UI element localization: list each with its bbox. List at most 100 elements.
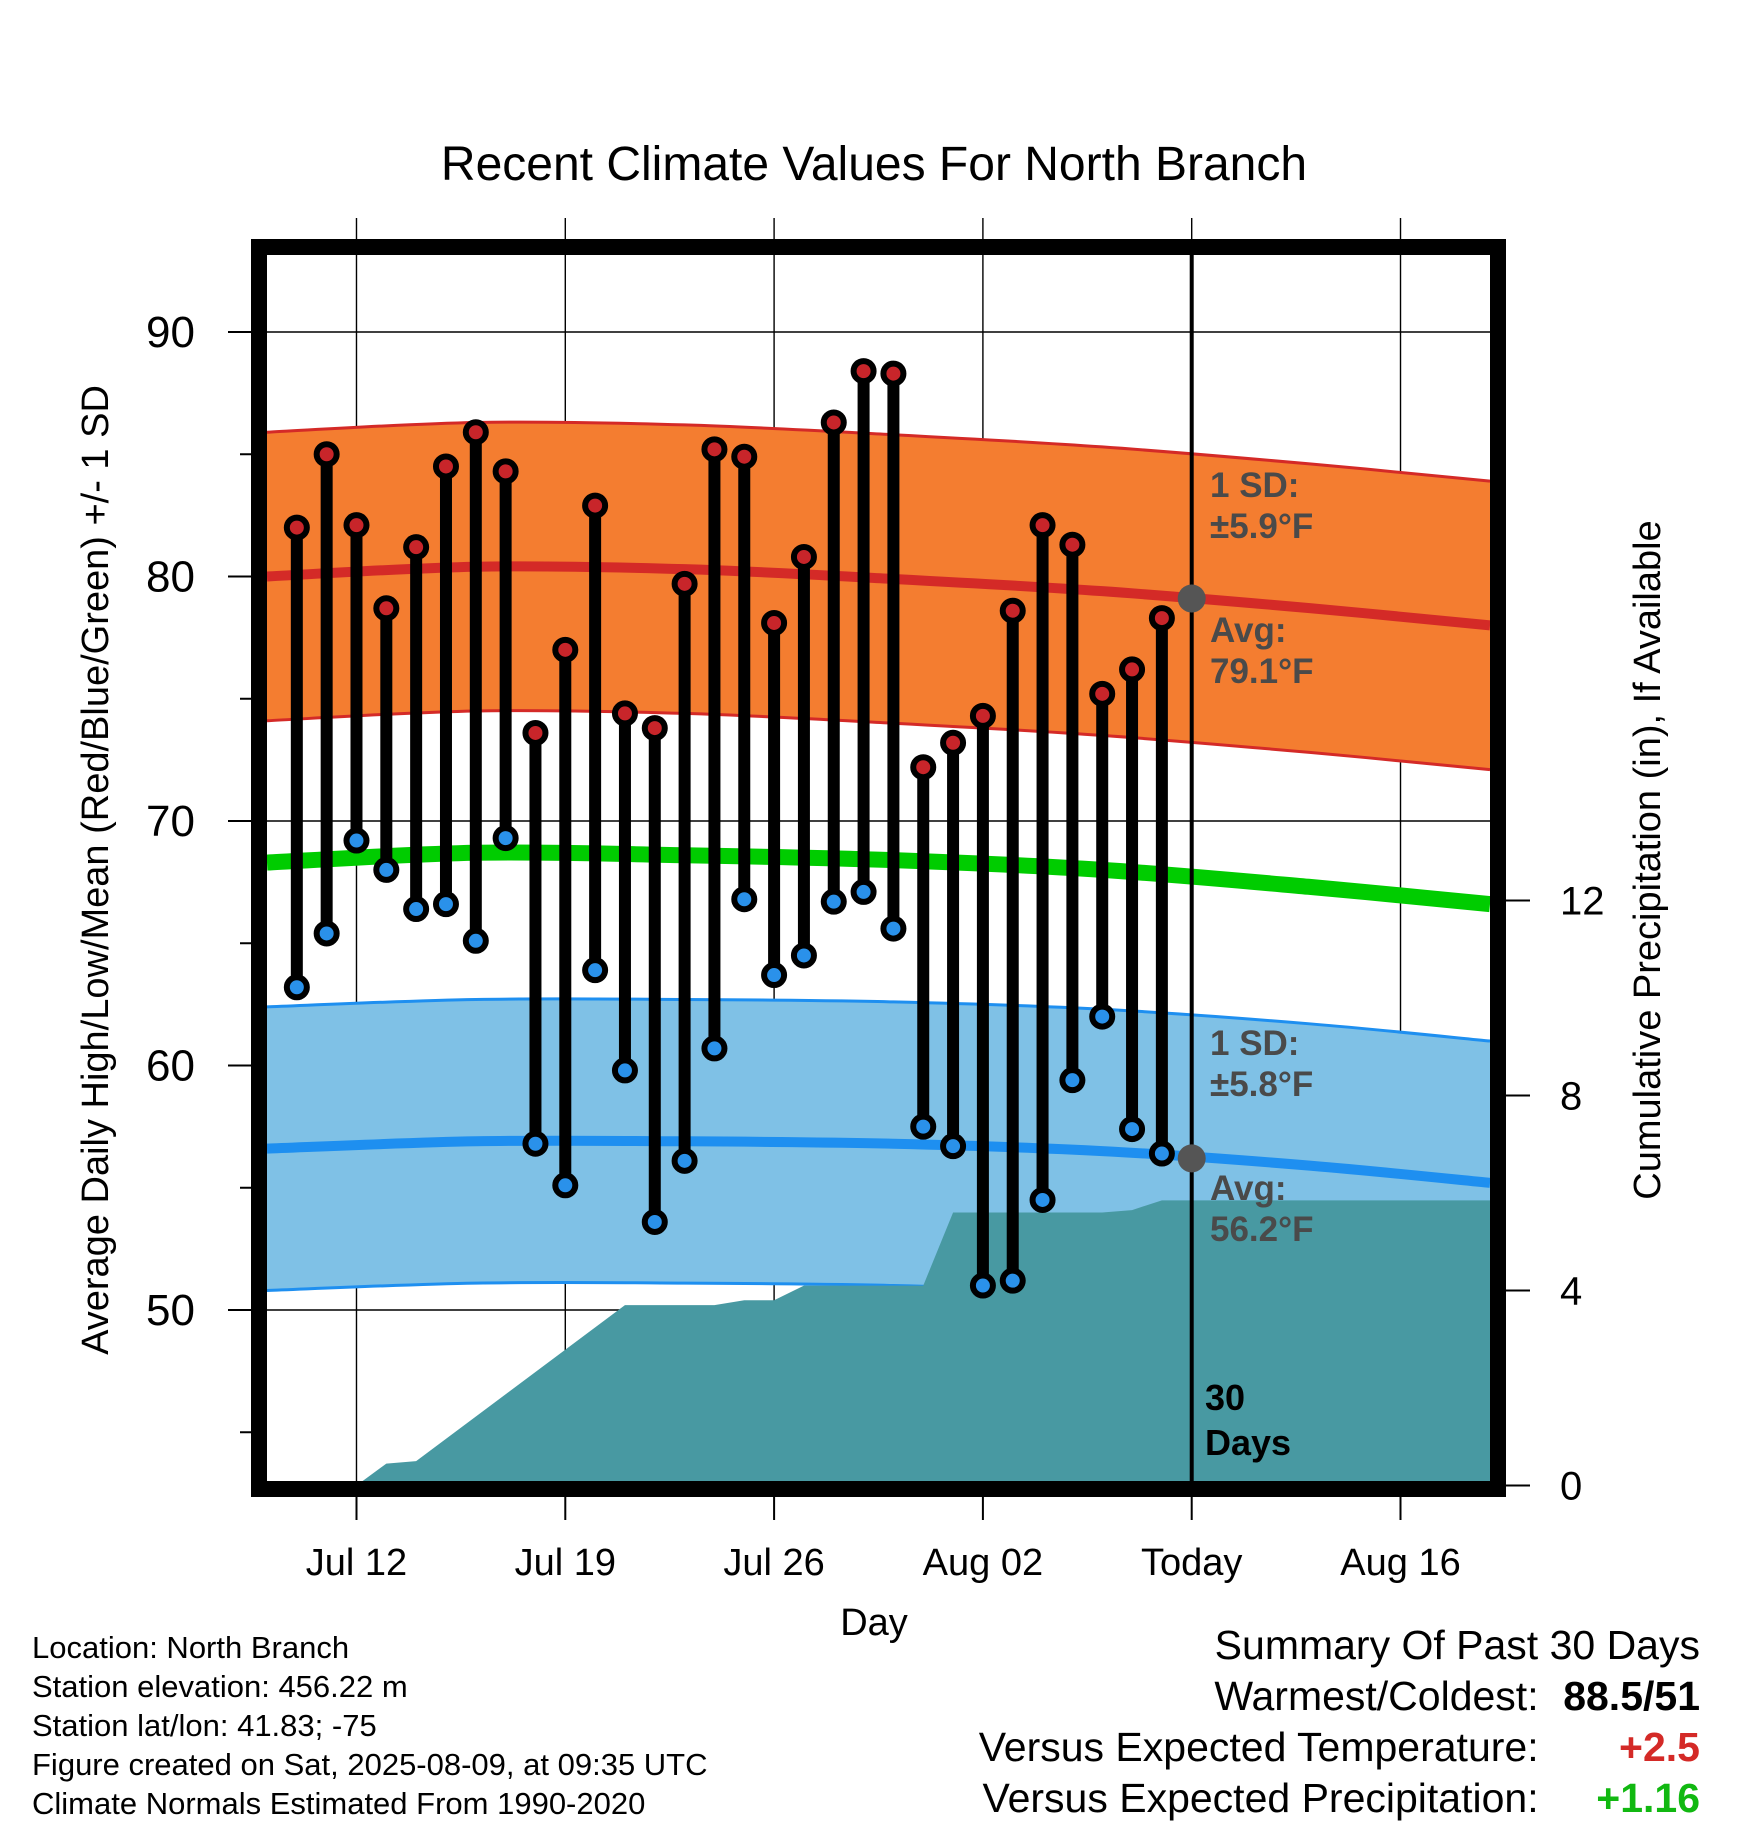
daily-high-point (492, 458, 519, 485)
daily-low-point (969, 1272, 996, 1299)
x-tick-label: Jul 19 (515, 1542, 616, 1584)
x-axis-label: Day (840, 1602, 908, 1644)
daily-low-point (701, 1035, 728, 1062)
temp-value: +2.5 (1619, 1724, 1700, 1770)
daily-low-point (1148, 1140, 1175, 1167)
chart-title: Recent Climate Values For North Branch (441, 138, 1307, 191)
daily-high-point (432, 453, 459, 480)
y-tick-label: 80 (146, 553, 195, 602)
daily-high-point (820, 409, 847, 436)
station-info: Location: North Branch Station elevation… (32, 1628, 708, 1823)
daily-high-point (790, 543, 817, 570)
daily-low-point (1119, 1116, 1146, 1143)
daily-high-point (1089, 680, 1116, 707)
daily-low-point (373, 856, 400, 883)
daily-low-point (283, 974, 310, 1001)
today-low-avg-dot (1177, 1144, 1206, 1173)
high-sd-band (267, 422, 1490, 770)
y2-tick-label: 12 (1560, 880, 1605, 924)
daily-low-point (880, 915, 907, 942)
normals-text: Climate Normals Estimated From 1990-2020 (32, 1786, 646, 1821)
daily-high-point (522, 719, 549, 746)
temp-row: Versus Expected Temperature: +2.5 (979, 1722, 1700, 1773)
daily-low-point (492, 825, 519, 852)
daily-high-point (969, 702, 996, 729)
elevation-text: Station elevation: 456.22 m (32, 1669, 408, 1704)
daily-high-point (910, 754, 937, 781)
low-avg-value: 56.2°F (1210, 1210, 1314, 1249)
daily-high-point (403, 534, 430, 561)
daily-low-point (462, 927, 489, 954)
daily-low-point (671, 1147, 698, 1174)
low-avg-line (266, 1135, 1491, 1188)
daily-low-point (611, 1057, 638, 1084)
created-text: Figure created on Sat, 2025-08-09, at 09… (32, 1747, 708, 1782)
location-text: Location: North Branch (32, 1630, 350, 1665)
high-sd-value: ±5.9°F (1210, 507, 1313, 546)
daily-high-point (373, 595, 400, 622)
daily-high-point (1059, 531, 1086, 558)
high-sd-label: 1 SD: (1210, 466, 1299, 505)
daily-low-point (582, 957, 609, 984)
daily-low-point (432, 891, 459, 918)
daily-high-point (552, 636, 579, 663)
daily-high-point (641, 715, 668, 742)
daily-values (283, 358, 1175, 1299)
daily-high-point (1029, 512, 1056, 539)
daily-low-point (313, 920, 340, 947)
high-avg-value: 79.1°F (1210, 652, 1314, 691)
plot-frame (251, 239, 1506, 1497)
daily-high-point (313, 441, 340, 468)
today-marker: 30 Days (1177, 255, 1291, 1481)
warmest-row: Warmest/Coldest: 88.5/51 (979, 1671, 1700, 1722)
precip-value: +1.16 (1596, 1775, 1700, 1821)
y-axis-label: Average Daily High/Low/Mean (Red/Blue/Gr… (75, 385, 117, 1355)
latlon-text: Station lat/lon: 41.83; -75 (32, 1708, 377, 1743)
daily-high-point (731, 443, 758, 470)
warmest-label: Warmest/Coldest: (1214, 1673, 1539, 1719)
daily-low-point (641, 1208, 668, 1235)
daily-low-point (731, 886, 758, 913)
today-label-number: 30 (1205, 1377, 1245, 1418)
daily-high-point (761, 609, 788, 636)
daily-high-point (701, 436, 728, 463)
precipitation-area (267, 1200, 1490, 1486)
daily-low-point (522, 1130, 549, 1157)
x-tick-label: Today (1141, 1542, 1242, 1584)
normal-annotations: 1 SD: ±5.9°F Avg: 79.1°F 1 SD: ±5.8°F Av… (1210, 466, 1314, 1249)
y-tick-label: 70 (146, 797, 195, 846)
low-sd-upper-edge (266, 997, 1491, 1043)
daily-low-point (403, 896, 430, 923)
precip-row: Versus Expected Precipitation: +1.16 (979, 1773, 1701, 1824)
daily-low-point (1029, 1186, 1056, 1213)
y2-tick-label: 4 (1560, 1270, 1582, 1314)
precip-cumulative-area (267, 1200, 1490, 1486)
summary-panel: Summary Of Past 30 Days Warmest/Coldest:… (979, 1620, 1700, 1824)
daily-high-point (462, 419, 489, 446)
daily-high-point (940, 729, 967, 756)
daily-high-point (283, 514, 310, 541)
daily-low-point (940, 1133, 967, 1160)
today-high-avg-dot (1177, 584, 1206, 613)
low-sd-label: 1 SD: (1210, 1024, 1299, 1063)
daily-high-point (880, 360, 907, 387)
precip-label: Versus Expected Precipitation: (982, 1775, 1539, 1821)
daily-high-point (850, 358, 877, 385)
today-label-days: Days (1205, 1422, 1291, 1463)
daily-high-point (582, 492, 609, 519)
daily-low-point (999, 1267, 1026, 1294)
y2-tick-label: 0 (1560, 1465, 1582, 1509)
low-avg-label: Avg: (1210, 1169, 1286, 1208)
daily-high-point (1119, 656, 1146, 683)
daily-low-point (820, 888, 847, 915)
daily-high-point (671, 570, 698, 597)
daily-high-point (999, 597, 1026, 624)
y2-tick-label: 8 (1560, 1075, 1582, 1119)
daily-low-point (790, 942, 817, 969)
warmest-value: 88.5/51 (1563, 1673, 1700, 1719)
daily-low-point (1089, 1003, 1116, 1030)
daily-high-point (1148, 605, 1175, 632)
daily-low-point (850, 878, 877, 905)
daily-high-point (611, 700, 638, 727)
y-tick-label: 90 (146, 308, 195, 357)
